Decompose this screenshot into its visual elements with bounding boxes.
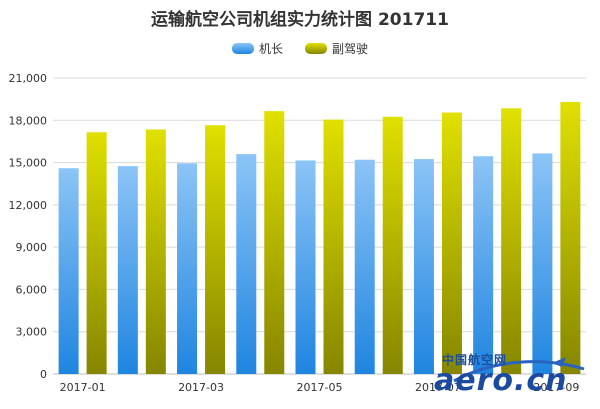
bar-copilot[interactable] xyxy=(205,125,226,374)
bar-captain[interactable] xyxy=(532,153,553,374)
x-tick-label: 2017-05 xyxy=(297,381,343,394)
x-tick-label: 2017-03 xyxy=(178,381,224,394)
legend-swatch-captain xyxy=(231,43,254,54)
bar-captain[interactable] xyxy=(177,163,198,374)
watermark-text-cn: 中国航空网 xyxy=(442,353,508,367)
watermark: 中国航空网 aero.cn xyxy=(434,351,594,403)
y-tick-label: 12,000 xyxy=(9,199,48,212)
bars xyxy=(58,101,581,375)
legend-label-captain: 机长 xyxy=(258,42,283,56)
legend-item-captain[interactable]: 机长 xyxy=(231,40,283,57)
bar-captain[interactable] xyxy=(295,160,316,374)
bar-copilot[interactable] xyxy=(382,116,403,374)
bar-captain[interactable] xyxy=(117,166,138,374)
bar-captain[interactable] xyxy=(354,159,375,374)
y-axis-ticks: 0 3,000 6,000 9,000 12,000 15,000 18,000 21,000 xyxy=(9,72,48,381)
x-tick-label: 2017-09 xyxy=(533,381,579,394)
y-tick-label: 9,000 xyxy=(16,241,48,254)
watermark-text-en: aero.cn xyxy=(434,363,568,398)
y-tick-label: 15,000 xyxy=(9,157,48,170)
bar-captain[interactable] xyxy=(413,159,434,374)
bar-copilot[interactable] xyxy=(323,119,344,374)
y-tick-label: 21,000 xyxy=(9,72,48,85)
aero-logo-icon xyxy=(453,357,585,383)
bar-captain[interactable] xyxy=(58,168,79,374)
y-tick-label: 6,000 xyxy=(16,283,48,296)
bar-copilot[interactable] xyxy=(560,101,581,374)
grid-lines xyxy=(53,77,586,375)
bar-copilot[interactable] xyxy=(441,112,462,375)
x-tick-label: 2017-07 xyxy=(415,381,461,394)
legend-swatch-copilot xyxy=(305,43,327,54)
bar-copilot[interactable] xyxy=(86,132,107,374)
chart-title: 运输航空公司机组实力统计图 201711 xyxy=(151,10,449,30)
bar-copilot[interactable] xyxy=(145,129,166,374)
legend-label-copilot: 副驾驶 xyxy=(332,42,369,56)
bar-copilot[interactable] xyxy=(501,108,522,375)
bar-captain[interactable] xyxy=(236,154,257,374)
bar-captain[interactable] xyxy=(473,156,494,374)
bar-copilot[interactable] xyxy=(264,111,285,374)
y-tick-label: 0 xyxy=(40,368,47,381)
x-tick-label: 2017-01 xyxy=(60,381,106,394)
y-tick-label: 3,000 xyxy=(16,326,48,339)
legend-item-copilot[interactable]: 副驾驶 xyxy=(305,40,368,57)
y-tick-label: 18,000 xyxy=(9,114,48,127)
chart-legend: 机长 副驾驶 xyxy=(0,40,600,57)
x-axis-ticks: 2017-01 2017-03 2017-05 2017-07 2017-09 xyxy=(60,381,580,394)
